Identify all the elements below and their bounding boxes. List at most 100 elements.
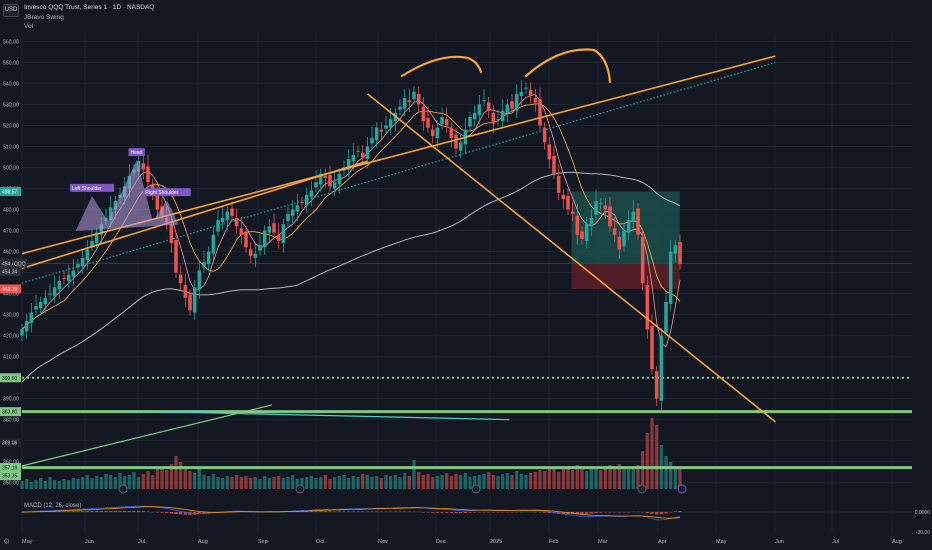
macd-histogram-bar [113,510,117,512]
macd-histogram-bar [664,512,668,514]
pattern-label: Left Shoulder [72,186,102,192]
candle-body [407,100,412,103]
indicator-label-jbravo[interactable]: JBravo Swing [24,14,64,21]
volume-bar [487,472,491,489]
volume-bar [300,478,304,489]
volume-bar [435,476,439,489]
y-tick-label: 520.00 [3,123,19,129]
volume-bar [230,477,234,489]
macd-histogram-bar [81,511,85,512]
event-marker-icon [637,484,647,494]
candle-body [113,201,118,210]
candle-body [85,249,90,260]
macd-histogram-bar [300,511,304,512]
volume-bar [81,477,85,489]
macd-histogram-bar [132,510,136,512]
macd-line [21,505,681,521]
macd-histogram-bar [356,511,360,512]
indicator-label-vol[interactable]: Vol [24,23,34,30]
y-tick-label: 460.00 [3,250,19,256]
x-tick-label: Dec [436,539,446,545]
volume-bar [319,477,323,489]
candle-body [603,205,608,210]
volume-bar [309,476,313,489]
position-stop-zone [571,263,680,289]
volume-bar [594,468,598,489]
volume-bar [258,479,262,489]
volume-bar [333,477,337,489]
volume-bar [622,469,626,489]
macd-histogram-bar [169,512,173,514]
price-label-box [0,284,21,294]
macd-histogram-bar [53,511,57,512]
currency-button[interactable]: USD [3,4,19,17]
candle-body [183,285,188,298]
volume-bar [664,456,668,489]
candle-body [239,228,244,235]
trendline [367,93,776,423]
volume-bar [515,471,519,489]
macd-neg-label: -30.00 [916,530,930,536]
candle-body [146,166,150,183]
trendline [136,410,510,421]
volume-bar [123,476,127,489]
candle-body [328,174,332,187]
candle-body [594,201,598,215]
candle-body [66,274,71,281]
macd-signal-line [22,506,681,519]
candle-body [430,129,435,136]
y-tick-label: 480.00 [3,208,19,214]
candle-body [435,127,440,139]
price-label-box [0,187,21,197]
volume-bar [645,433,649,489]
macd-histogram-bar [127,510,131,512]
chart-title: Invesco QQQ Trust, Series 1 · 1D · NASDA… [24,4,155,11]
volume-bar [169,464,173,489]
macd-histogram-bar [599,512,603,513]
event-marker-icon [677,484,687,494]
volume-bar [543,471,547,489]
candle-body [444,119,449,126]
candle-body [668,251,673,305]
macd-histogram-bar [160,512,164,513]
volume-bar [179,462,183,489]
candle-body [253,253,258,258]
price-label: 442.19 [2,287,18,293]
macd-histogram-bar [328,511,332,512]
macd-histogram-bar [174,512,178,515]
trendline [21,61,776,284]
x-tick-label: Jun [775,539,784,545]
volume-bar [445,473,449,489]
volume-bar [20,481,24,489]
candle-body [458,142,463,151]
volume-bar [253,477,257,489]
volume-bar [342,475,346,489]
volume-bar [263,476,267,489]
volume-bar [141,474,145,489]
settings-gear-icon[interactable]: ⚙ [3,537,11,546]
candle-body [542,127,547,143]
y-tick-label: 390.00 [3,397,19,403]
x-tick-label: Jun [85,539,94,545]
volume-bar [459,475,463,489]
candle-body [598,203,603,205]
macd-histogram-bar [118,510,122,512]
price-label-box [0,471,21,481]
macd-histogram-bar [314,511,318,512]
macd-histogram-bar [403,511,407,512]
macd-histogram-bar [594,512,598,514]
volume-bar [328,479,332,489]
price-label-box [0,267,21,277]
volume-bar [538,470,542,489]
volume-bar [244,476,248,489]
price-label: 369.06 [2,441,18,447]
candle-body [626,220,631,233]
candle-body [510,101,514,109]
macd-label[interactable]: MACD (12, 26, close) [24,503,82,509]
x-tick-label: Jul [832,539,839,545]
candle-body [356,150,360,152]
volume-bar [305,477,309,489]
candle-body [337,173,342,185]
